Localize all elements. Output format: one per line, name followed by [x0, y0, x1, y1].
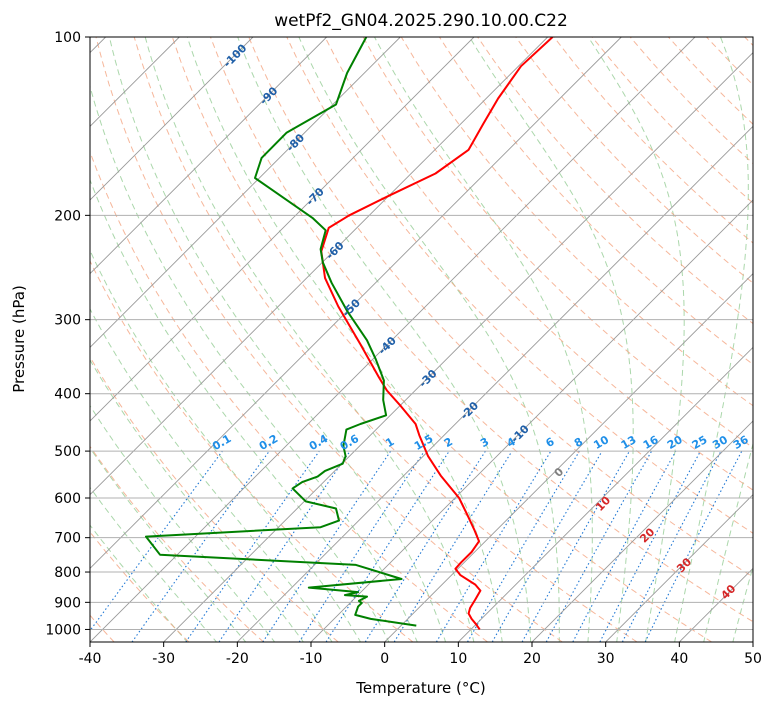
mixing-ratio-line	[185, 450, 320, 642]
moist-adiabat-line	[90, 249, 362, 642]
dewpoint-profile	[145, 37, 417, 627]
isotherm-line	[90, 37, 327, 275]
moist-adiabat-line	[674, 37, 749, 642]
mixing-ratio-lines	[90, 450, 743, 642]
plot-frame	[89, 36, 754, 643]
y-tick-label: 500	[54, 444, 81, 460]
dry-adiabat-line	[515, 37, 753, 284]
x-tick-label: 10	[449, 651, 467, 667]
isotherm-line	[605, 494, 753, 642]
dry-adiabat-line	[171, 37, 712, 642]
plot-area: 0.1 0.2 0.4 0.6 1 1.5 2 3 4 6 8 10 13 16 20 25 30 36-100-…	[90, 37, 753, 642]
temperature-profile	[320, 37, 554, 630]
dry-adiabat-line	[90, 445, 264, 642]
mixing-ratio-line	[218, 450, 351, 642]
y-tick-label: 300	[54, 313, 81, 329]
moist-adiabat-line	[703, 441, 753, 642]
moist-adiabat-line	[237, 37, 532, 642]
dry-adiabat-line	[133, 37, 638, 642]
x-tick-label: 20	[523, 651, 541, 667]
moist-adiabat-line	[90, 447, 247, 642]
mixing-ratio-line	[572, 450, 677, 642]
isotherm-line	[163, 52, 753, 642]
moist-adiabat-line	[90, 178, 390, 642]
isotherm-line	[90, 37, 696, 642]
mixing-ratio-line	[521, 450, 630, 642]
moist-adiabat-line	[186, 37, 503, 642]
dry-adiabat-line	[90, 356, 339, 642]
moist-adiabat-line	[374, 37, 593, 642]
isotherm-line	[531, 420, 753, 642]
y-axis-label: Pressure (hPa)	[10, 285, 28, 393]
y-tick-label: 100	[54, 30, 81, 46]
profile-series	[145, 37, 554, 630]
x-tick-label: 50	[744, 651, 762, 667]
y-tick-label: 600	[54, 491, 81, 507]
moist-adiabat-line	[144, 37, 475, 642]
moist-adiabat-line	[108, 37, 447, 642]
mixing-ratio-line	[545, 450, 653, 642]
dry-adiabats	[90, 37, 753, 642]
dry-adiabat-line	[210, 37, 753, 623]
y-tick-label: 200	[54, 208, 81, 224]
y-tick-label: 800	[54, 565, 81, 581]
isobars	[90, 37, 753, 630]
mixing-ratio-line	[262, 450, 392, 642]
moist-adiabat-line	[90, 84, 418, 642]
mixing-ratio-line	[644, 450, 743, 642]
isotherm-line	[237, 125, 753, 642]
moist-adiabat-line	[298, 37, 560, 642]
moist-adiabat-line	[469, 37, 634, 642]
isotherm-line	[90, 37, 548, 496]
y-tick-label: 700	[54, 531, 81, 547]
isotherm-line	[384, 273, 753, 642]
isotherms	[90, 37, 753, 642]
moist-adiabats	[90, 37, 753, 642]
moist-adiabat-line	[90, 308, 333, 642]
y-axis-ticks: 100 200 300 400 500 600 700 800 900 1000	[45, 30, 90, 638]
y-tick-label: 400	[54, 387, 81, 403]
chart-title: wetPf2_GN04.2025.290.10.00.C22	[274, 11, 568, 31]
isotherm-line	[90, 37, 401, 348]
x-axis-ticks: -40 -30 -20 -10 0 10 20 30 40 50	[79, 642, 762, 667]
y-tick-label: 1000	[45, 622, 81, 638]
dry-adiabat-line	[286, 37, 753, 534]
x-tick-label: -40	[79, 651, 102, 667]
x-tick-label: 40	[670, 651, 688, 667]
x-tick-label: 30	[597, 651, 615, 667]
isotherm-line	[90, 37, 475, 422]
isotherm-line	[310, 199, 753, 642]
isotherm-line	[90, 37, 254, 201]
isotherm-line	[90, 37, 622, 569]
moist-adiabat-line	[90, 524, 188, 642]
x-tick-label: 0	[380, 651, 389, 667]
isotherm-line	[458, 346, 753, 642]
mixing-ratio-line	[325, 450, 450, 642]
x-tick-label: -30	[152, 651, 175, 667]
dry-adiabat-line	[324, 37, 753, 491]
mixing-ratio-line	[393, 450, 513, 642]
dry-adiabat-line	[95, 37, 563, 642]
y-tick-label: 900	[54, 595, 81, 611]
mixing-ratio-line	[131, 450, 270, 642]
x-axis-label: Temperature (°C)	[355, 679, 485, 697]
moist-adiabat-line	[90, 404, 276, 642]
dry-adiabat-line	[248, 37, 753, 578]
x-tick-label: -10	[300, 651, 323, 667]
dry-adiabat-line	[90, 259, 414, 642]
mixing-ratio-line	[90, 450, 223, 632]
moist-adiabat-line	[587, 37, 685, 642]
moist-adiabat-line	[732, 564, 753, 642]
x-tick-label: -20	[226, 651, 249, 667]
moist-adiabat-line	[90, 358, 305, 642]
